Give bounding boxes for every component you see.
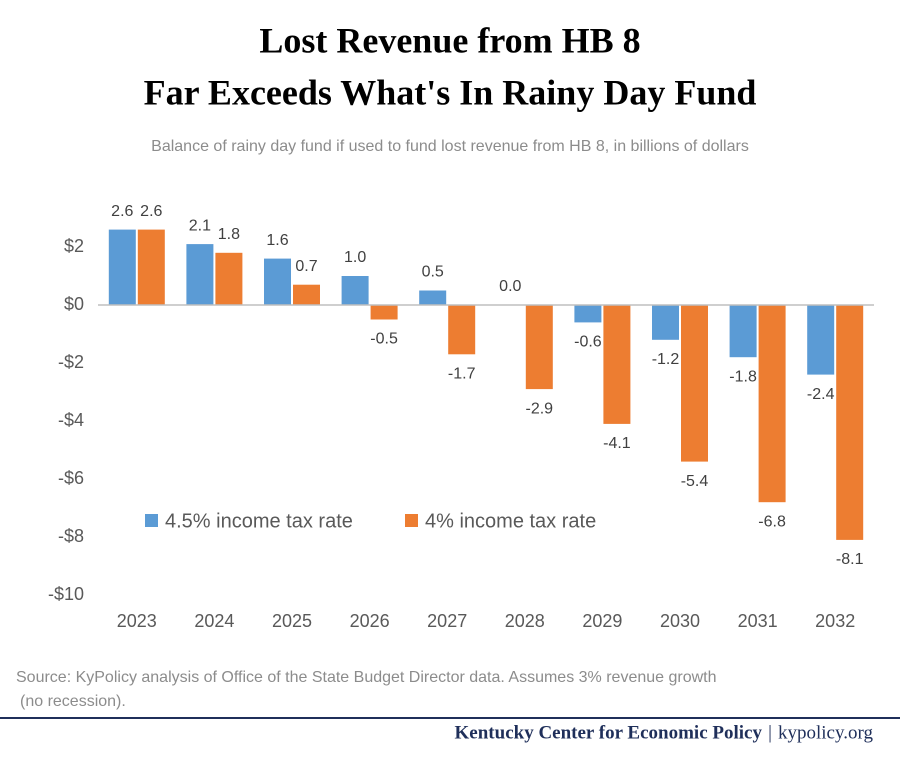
y-tick-label: -$6 (58, 468, 84, 488)
bar (807, 305, 835, 375)
data-label: -1.7 (448, 366, 476, 383)
bar (108, 229, 136, 305)
bar (341, 276, 369, 305)
x-tick-label: 2031 (738, 611, 778, 631)
data-label: 0.7 (295, 258, 317, 275)
bar (729, 305, 757, 358)
x-tick-label: 2023 (117, 611, 157, 631)
footer-organization: Kentucky Center for Economic Policy (455, 722, 763, 743)
data-label: 2.6 (140, 203, 162, 220)
y-tick-label: $2 (64, 236, 84, 256)
y-tick-label: -$4 (58, 410, 84, 430)
y-tick-label: -$10 (48, 584, 84, 604)
bar (137, 229, 165, 305)
data-label: 2.1 (189, 217, 211, 234)
source-note: (no recession). (20, 693, 126, 710)
chart-title: Far Exceeds What's In Rainy Day Fund (144, 72, 757, 112)
x-tick-label: 2028 (505, 611, 545, 631)
data-label: -5.4 (681, 473, 709, 490)
data-label: -1.2 (652, 351, 680, 368)
bar (419, 290, 447, 305)
legend-swatch (145, 514, 158, 527)
x-tick-label: 2024 (194, 611, 234, 631)
bar (603, 305, 631, 424)
data-label: 0.0 (499, 278, 521, 295)
x-tick-label: 2026 (350, 611, 390, 631)
data-label: -4.1 (603, 435, 631, 452)
bar (215, 252, 243, 305)
bar (186, 244, 214, 305)
data-label: -1.8 (729, 368, 757, 385)
bar (681, 305, 708, 462)
y-tick-label: -$2 (58, 352, 84, 372)
chart-title: Lost Revenue from HB 8 (259, 20, 640, 60)
legend-label: 4.5% income tax rate (165, 510, 353, 532)
data-label: 1.8 (218, 226, 240, 243)
source-note: Source: KyPolicy analysis of Office of t… (16, 669, 717, 686)
bar (448, 305, 476, 355)
bar (525, 305, 553, 390)
data-label: -0.6 (574, 334, 602, 351)
data-label: 1.6 (266, 232, 288, 249)
data-label: 2.6 (111, 203, 133, 220)
legend-swatch (405, 514, 418, 527)
x-tick-label: 2027 (427, 611, 467, 631)
data-label: -6.8 (758, 513, 786, 530)
bar (652, 305, 679, 340)
bar (836, 305, 864, 540)
x-tick-label: 2025 (272, 611, 312, 631)
data-label: -0.5 (370, 331, 398, 348)
bar (264, 258, 291, 305)
x-tick-label: 2032 (815, 611, 855, 631)
legend-label: 4% income tax rate (425, 510, 596, 532)
bar (574, 305, 602, 323)
bar (370, 305, 398, 320)
data-label: 0.5 (422, 264, 444, 281)
data-label: 1.0 (344, 249, 366, 266)
footer-separator: | (768, 722, 772, 743)
x-tick-label: 2030 (660, 611, 700, 631)
chart-subtitle: Balance of rainy day fund if used to fun… (151, 138, 749, 155)
bar (293, 284, 320, 305)
y-tick-label: -$8 (58, 526, 84, 546)
data-label: -2.9 (526, 400, 554, 417)
bar (758, 305, 786, 503)
x-tick-label: 2029 (582, 611, 622, 631)
data-label: -8.1 (836, 551, 864, 568)
footer-website: kypolicy.org (778, 722, 873, 743)
y-tick-label: $0 (64, 294, 84, 314)
data-label: -2.4 (807, 386, 835, 403)
